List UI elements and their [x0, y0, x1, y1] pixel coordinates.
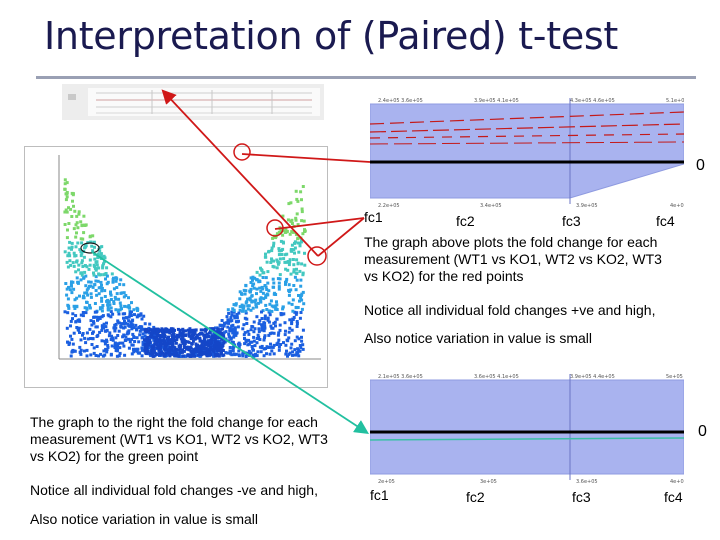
- lower-fold-change-plot: 2.1e+05 3.6e+05 3.6e+05 4.1e+05 3.9e+05 …: [369, 370, 687, 485]
- svg-text:5.1e+05: 5.1e+05: [666, 98, 684, 104]
- svg-text:3.6e+05 4.1e+05: 3.6e+05 4.1e+05: [474, 374, 519, 380]
- upper-fc3-label: fc3: [562, 213, 581, 229]
- svg-text:3.6e+05: 3.6e+05: [576, 479, 598, 484]
- svg-text:3.4e+05: 3.4e+05: [480, 203, 502, 208]
- red-connector: [274, 217, 365, 230]
- volcano-plot: [24, 146, 328, 388]
- upper-zero-label: 0: [696, 157, 705, 174]
- green-arrow: [91, 251, 370, 434]
- lower-notice-text: Notice all individual fold changes -ve a…: [30, 482, 318, 498]
- lower-description-line: vs KO2) for the green point: [30, 448, 199, 464]
- svg-text:5e+05: 5e+05: [666, 374, 683, 380]
- red-arrow: [161, 89, 319, 257]
- svg-text:3.9e+05 4.4e+05: 3.9e+05 4.4e+05: [570, 374, 615, 380]
- slide-title: Interpretation of (Paired) t-test: [44, 14, 618, 58]
- upper-fc4-label: fc4: [656, 213, 675, 229]
- red-connector: [317, 217, 365, 257]
- red-circle-marker-icon: [266, 219, 284, 237]
- upper-band-area: [369, 103, 685, 199]
- upper-fc1-label: fc1: [364, 209, 383, 225]
- green-oval-marker-icon: [80, 242, 100, 254]
- svg-text:2e+05: 2e+05: [378, 479, 395, 484]
- red-circle-marker-icon: [233, 143, 251, 161]
- upper-description-line: measurement (WT1 vs KO1, WT2 vs KO2, WT3: [364, 251, 662, 267]
- svg-text:3.9e+05 4.1e+05: 3.9e+05 4.1e+05: [474, 98, 519, 104]
- upper-description-line: The graph above plots the fold change fo…: [364, 234, 658, 250]
- lower-description-line: measurement (WT1 vs KO1, WT2 vs KO2, WT3: [30, 431, 328, 447]
- lower-variation-text: Also notice variation in value is small: [30, 511, 258, 527]
- lower-zero-label: 0: [698, 423, 707, 440]
- lower-description-line: The graph to the right the fold change f…: [30, 414, 318, 430]
- svg-text:4.3e+05 4.6e+05: 4.3e+05 4.6e+05: [570, 98, 615, 104]
- svg-text:3.9e+05: 3.9e+05: [576, 203, 598, 208]
- lower-description: The graph to the right the fold change f…: [30, 414, 328, 465]
- svg-text:4e+05: 4e+05: [670, 203, 684, 208]
- lower-fc3-label: fc3: [572, 489, 591, 505]
- upper-fold-change-plot: 2.4e+05 3.6e+05 3.9e+05 4.1e+05 4.3e+05 …: [369, 94, 688, 209]
- lower-fc4-label: fc4: [664, 489, 683, 505]
- svg-text:2.1e+05 3.6e+05: 2.1e+05 3.6e+05: [378, 374, 423, 380]
- svg-text:3e+05: 3e+05: [480, 479, 497, 484]
- upper-description-line: vs KO2) for the red points: [364, 268, 524, 284]
- title-rule: [36, 76, 696, 79]
- upper-variation-text: Also notice variation in value is small: [364, 330, 592, 346]
- upper-notice-text: Notice all individual fold changes +ve a…: [364, 302, 656, 318]
- svg-text:4e+05: 4e+05: [670, 479, 684, 484]
- lower-fc2-label: fc2: [466, 489, 485, 505]
- red-connector: [241, 153, 371, 163]
- upper-description: The graph above plots the fold change fo…: [364, 234, 662, 285]
- svg-text:2.2e+05: 2.2e+05: [378, 203, 400, 208]
- red-circle-marker-icon: [307, 246, 327, 266]
- svg-text:2.4e+05 3.6e+05: 2.4e+05 3.6e+05: [378, 98, 423, 104]
- upper-fc2-label: fc2: [456, 213, 475, 229]
- lower-fc1-label: fc1: [370, 487, 389, 503]
- plot-thumbnail: [62, 84, 324, 120]
